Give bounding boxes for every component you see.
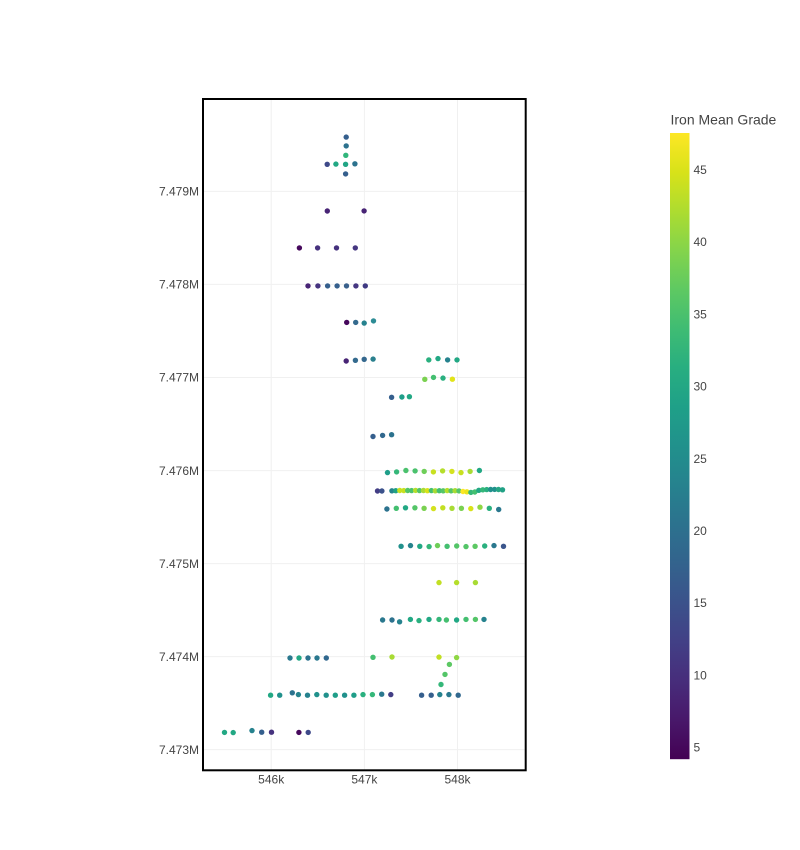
svg-text:15: 15 — [694, 596, 708, 610]
svg-text:Iron Mean Grade: Iron Mean Grade — [671, 112, 777, 128]
svg-text:35: 35 — [694, 307, 708, 321]
svg-text:7.475M: 7.475M — [159, 557, 199, 571]
svg-text:7.477M: 7.477M — [159, 371, 199, 385]
svg-text:546k: 546k — [258, 773, 285, 787]
svg-text:20: 20 — [694, 524, 708, 538]
svg-text:10: 10 — [694, 668, 708, 682]
svg-text:547k: 547k — [351, 773, 378, 787]
svg-text:7.476M: 7.476M — [159, 464, 199, 478]
svg-text:40: 40 — [694, 235, 708, 249]
svg-text:7.479M: 7.479M — [159, 185, 199, 199]
svg-text:45: 45 — [694, 163, 708, 177]
svg-text:30: 30 — [694, 380, 708, 394]
svg-text:7.473M: 7.473M — [159, 743, 199, 757]
svg-text:548k: 548k — [444, 773, 471, 787]
svg-text:7.478M: 7.478M — [159, 278, 199, 292]
svg-text:5: 5 — [694, 741, 701, 755]
svg-text:25: 25 — [694, 452, 708, 466]
svg-text:7.474M: 7.474M — [159, 650, 199, 664]
